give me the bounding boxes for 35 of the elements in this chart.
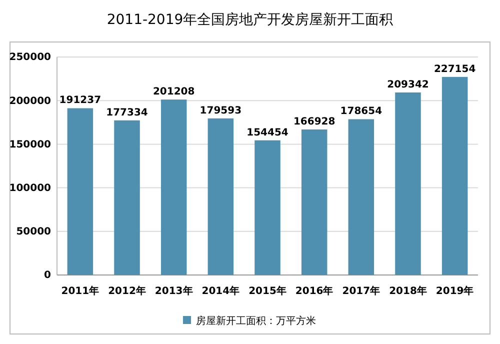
- y-tick-label: 250000: [9, 52, 52, 64]
- y-tick-label: 100000: [9, 183, 52, 194]
- legend-label: 房屋新开工面积：万平方米: [196, 315, 316, 327]
- bar: [254, 140, 280, 275]
- bar: [348, 119, 374, 275]
- x-tick-label: 2012年: [108, 285, 146, 298]
- x-tick-label: 2015年: [248, 285, 286, 298]
- x-tick-label: 2019年: [436, 285, 474, 298]
- data-label: 166928: [293, 116, 336, 128]
- data-label: 201208: [152, 86, 195, 98]
- x-tick-label: 2018年: [389, 285, 427, 298]
- data-label: 178654: [340, 106, 382, 118]
- data-label: 227154: [434, 64, 476, 75]
- data-label: 177334: [106, 107, 148, 118]
- bar: [160, 100, 187, 275]
- bar: [114, 120, 140, 275]
- x-tick-label: 2014年: [202, 285, 240, 298]
- bar: [395, 92, 421, 275]
- y-tick-label: 150000: [9, 139, 52, 150]
- data-label: 209342: [387, 79, 429, 90]
- bar: [208, 118, 234, 275]
- y-tick-label: 200000: [9, 96, 52, 107]
- data-label: 191237: [59, 95, 102, 106]
- x-tick-label: 2011年: [61, 285, 100, 298]
- bar: [442, 76, 468, 275]
- bar: [301, 129, 328, 275]
- y-tick-label: 50000: [16, 226, 52, 238]
- x-tick-label: 2016年: [295, 285, 334, 298]
- bar: [67, 108, 94, 275]
- y-tick-label: 0: [44, 270, 52, 282]
- x-tick-label: 2013年: [154, 285, 193, 298]
- data-label: 154454: [246, 127, 288, 138]
- x-tick-label: 2017年: [342, 285, 380, 298]
- chart-title: 2011-2019年全国房地产开发房屋新开工面积: [106, 12, 394, 28]
- data-label: 179593: [200, 105, 242, 116]
